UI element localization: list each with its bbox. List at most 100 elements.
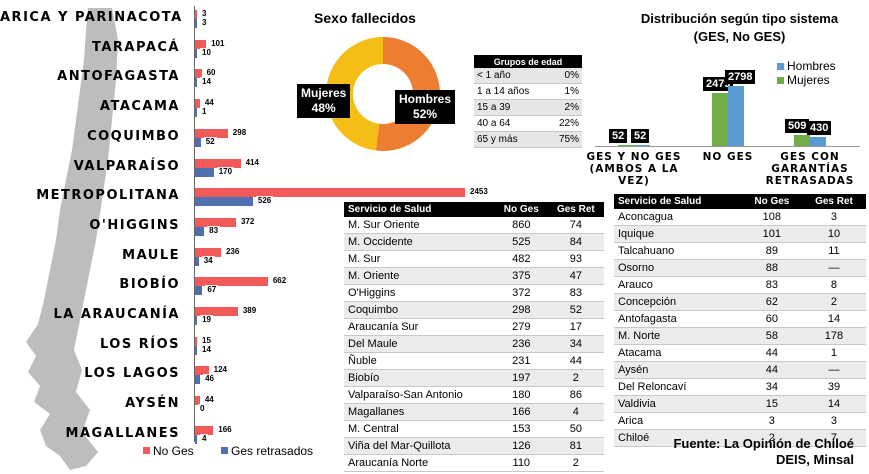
service-row-left: Coquimbo 298 52 [344,301,604,319]
age-group-value: 1% [548,83,582,100]
service-name: Araucanía Sur [344,318,495,336]
region-bar-chart: ARICA Y PARINACOTA 3 3 TARAPACÁ 101 10 ANTOFAG… [0,6,490,444]
service-name: M. Norte [614,327,742,345]
region-axis-line [194,6,195,442]
value-label-no-ges-arica-y-parinacota: 3 [200,9,209,19]
no-ges-value: 108 [741,209,802,226]
value-label-ges-retrasados-magallanes: 4 [200,433,209,444]
ges-bar-mujeres-0 [618,144,634,146]
service-name: M. Central [344,420,495,438]
col-no-ges-right: No Ges [741,194,802,209]
service-row-left: Araucanía Sur 279 17 [344,318,604,336]
region-label-arica-y-parinacota: ARICA Y PARINACOTA [0,10,183,25]
no-ges-value: 166 [494,403,548,421]
value-label-no-ges-atacama: 44 [202,98,216,109]
service-row-left: M. Central 153 50 [344,420,604,438]
ges-ret-value: 14 [801,310,866,328]
region-label-valparaiso: VALPARAÍSO [73,158,180,174]
ges-ret-value: 52 [547,301,604,319]
ges-ret-value: 3 [801,209,866,226]
ges-ret-value: 93 [547,250,604,268]
region-label-tarapaca: TARAPACÁ [92,39,180,55]
age-row: 1 a 14 años 1% [474,83,582,100]
service-name: Talcahuano [614,242,742,260]
services-table-right: Servicio de Salud No Ges Ges Ret Aconcag… [614,194,866,447]
ges-bar-chart: 52 52 GES Y NO GES (AMBOS A LA VEZ) 2479 2798 N… [585,0,869,200]
ges-ret-value: 17 [547,318,604,336]
bar-ges-retrasados-coquimbo [195,137,201,147]
value-label-ges-retrasados-arica-y-parinacota: 3 [200,18,209,28]
ges-ret-value: 39 [801,378,866,396]
ges-category-line: GES CON [780,151,840,163]
col-ges-ret-left: Ges Ret [547,202,604,217]
service-row-right: Iquique 101 10 [614,225,866,243]
service-name: Coquimbo [344,301,495,319]
bar-no-ges-antofagasta [195,69,202,79]
bar-ges-retrasados-biobio [195,286,203,296]
ges-ret-value: 1 [801,344,866,362]
bar-no-ges-atacama [195,99,200,109]
service-row-left: M. Sur Oriente 860 74 [344,217,604,234]
source-credit: Fuente: La Opinión de Chiloé DEIS, Minsa… [673,436,854,467]
bar-no-ges-la-araucania [195,307,238,316]
age-group-value: 22% [548,115,582,132]
service-name: Antofagasta [614,310,742,328]
service-name: M. Oriente [344,267,495,285]
ges-bar-mujeres-2 [794,135,810,146]
chile-map-silhouette [26,8,118,470]
ges-ret-value: 83 [547,284,604,302]
age-group-value: 0% [548,68,582,84]
bar-ges-retrasados-la-araucania [195,316,198,325]
service-row-left: Araucanía Norte 110 2 [344,454,604,472]
value-label-ges-retrasados-antofagasta: 14 [200,77,213,88]
service-row-left: M. Sur 482 93 [344,250,604,268]
ges-category-line: NO GES [702,151,754,163]
ges-ret-value: 34 [547,335,604,353]
no-ges-value: 375 [494,267,548,285]
service-row-left: Viña del Mar-Quillota 126 81 [344,437,604,455]
value-label-ges-retrasados-coquimbo: 52 [203,136,217,147]
ges-ret-value: 47 [547,267,604,285]
age-group-label: 1 a 14 años [474,83,549,100]
service-row-left: Biobío 197 2 [344,369,604,387]
service-name: Del Maule [344,335,495,353]
age-group-label: < 1 año [474,68,549,84]
ges-value-label-mujeres-0: 52 [609,128,628,143]
value-label-no-ges-antofagasta: 60 [204,68,218,79]
bar-ges-retrasados-arica-y-parinacota [195,19,197,28]
col-ges-ret-right: Ges Ret [801,194,866,209]
donut-title: Sexo fallecidos [314,10,416,26]
bar-no-ges-los-rios [195,336,197,346]
ges-ret-value: 11 [801,242,866,260]
ges-ret-value: 74 [547,217,604,234]
age-row: 40 a 64 22% [474,115,582,132]
age-group-value: 2% [548,99,582,116]
col-servicio-left: Servicio de Salud [344,202,495,217]
service-name: M. Sur Oriente [344,217,495,234]
service-row-right: Valdivia 15 14 [614,395,866,413]
donut-label-hombres: Hombres 52% [395,90,456,124]
age-group-label: 40 a 64 [474,115,549,132]
ges-ret-value: 2 [547,454,604,472]
service-row-right: Chiloé 2 7 [614,429,866,447]
service-row-right: Del Reloncaví 34 39 [614,378,866,396]
no-ges-value: 58 [741,327,802,345]
value-label-ges-retrasados-biobio: 67 [205,285,219,296]
service-row-right: M. Norte 58 178 [614,327,866,345]
ges-ret-value: 10 [801,225,866,243]
value-label-ges-retrasados-tarapaca: 10 [200,47,213,58]
ges-ret-value: 44 [547,352,604,370]
legend-swatch-hombres [777,63,784,70]
service-name: Atacama [614,344,742,362]
value-label-ges-retrasados-atacama: 1 [200,107,209,118]
ges-ret-value: 7 [801,429,866,447]
col-servicio-right: Servicio de Salud [614,194,742,209]
ges-ret-value: 4 [547,403,604,421]
region-label-magallanes: MAGALLANES [65,425,180,441]
age-group-label: 65 y más [474,131,549,148]
ges-value-label-hombres-0: 52 [631,128,650,143]
no-ges-value: 44 [741,361,802,379]
ges-bar-hombres-2 [810,136,826,146]
value-label-no-ges-o-higgins: 372 [238,216,257,227]
ges-category-line: GES Y NO GES [586,151,682,163]
